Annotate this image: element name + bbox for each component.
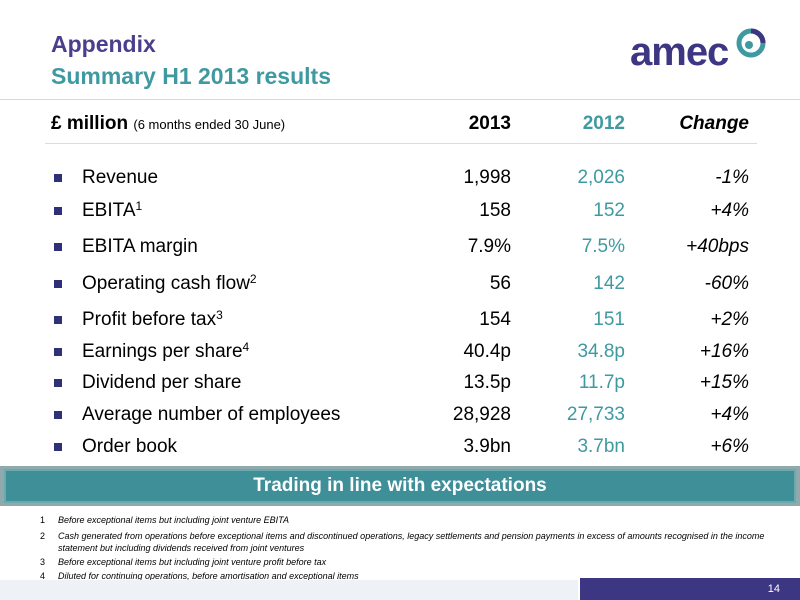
row-label: EBITA1	[82, 199, 143, 221]
value-2012: 151	[593, 309, 625, 330]
bullet-icon	[54, 443, 62, 451]
header-unit: £ million	[51, 113, 129, 134]
row-label: EBITA margin	[82, 236, 198, 257]
header-divider	[45, 143, 757, 144]
row-label: Earnings per share4	[82, 340, 250, 362]
row-label: Order book	[82, 436, 178, 457]
value-change: +4%	[710, 404, 749, 425]
value-2013: 28,928	[452, 404, 511, 425]
bullet-icon	[54, 174, 62, 182]
header-period: (6 months ended 30 June)	[133, 117, 286, 132]
value-change: +4%	[710, 200, 749, 221]
value-2013: 40.4p	[463, 341, 511, 362]
footer-bar	[0, 580, 578, 600]
row-label: Dividend per share	[82, 372, 242, 393]
value-change: +6%	[710, 436, 749, 457]
page-title-line2: Summary H1 2013 results	[51, 63, 331, 89]
header-2012: 2012	[582, 113, 625, 134]
logo-swirl-icon	[736, 28, 766, 58]
amec-logo: amec	[630, 26, 766, 76]
title-divider	[0, 99, 800, 100]
page-number: 14	[767, 583, 780, 595]
bullet-icon	[54, 411, 62, 419]
value-change: -1%	[715, 167, 749, 188]
footnote-number: 3	[40, 557, 46, 567]
value-2013: 7.9%	[467, 236, 511, 257]
value-change: +16%	[699, 341, 749, 362]
value-2013: 1,998	[463, 167, 511, 188]
footnote-number: 1	[40, 515, 46, 525]
header-label: £ million (6 months ended 30 June)	[51, 110, 285, 139]
value-change: -60%	[704, 273, 749, 294]
footnote-text: Cash generated from operations before ex…	[58, 531, 765, 553]
bullet-icon	[54, 379, 62, 387]
value-2012: 142	[593, 273, 625, 294]
footnote-number: 4	[40, 571, 46, 581]
bullet-icon	[54, 280, 62, 288]
bullet-icon	[54, 316, 62, 324]
value-change: +2%	[710, 309, 749, 330]
header-change: Change	[679, 113, 749, 134]
footnote-text: Diluted for continuing operations, befor…	[58, 571, 359, 581]
footer-page-box: 14	[580, 578, 800, 600]
value-2012: 2,026	[577, 167, 625, 188]
summary-banner: Trading in line with expectations	[0, 466, 800, 506]
table-row: EBITA1 158 152 +4%	[0, 197, 800, 227]
value-2012: 7.5%	[581, 236, 625, 257]
table-row: Operating cash flow2 56 142 -60%	[0, 270, 800, 300]
row-label: Average number of employees	[82, 404, 341, 425]
value-change: +15%	[699, 372, 749, 393]
value-2012: 34.8p	[577, 341, 625, 362]
logo-text: amec	[630, 30, 729, 74]
row-label: Operating cash flow2	[82, 272, 257, 294]
table-row: Earnings per share4 40.4p 34.8p +16%	[0, 338, 800, 368]
bullet-icon	[54, 243, 62, 251]
value-2012: 11.7p	[578, 372, 625, 393]
footnote-number: 2	[40, 531, 46, 541]
table-row: Revenue 1,998 2,026 -1%	[0, 164, 800, 194]
value-2012: 152	[593, 200, 625, 221]
table-row: EBITA margin 7.9% 7.5% +40bps	[0, 233, 800, 263]
row-label: Revenue	[82, 167, 159, 188]
table-row: Order book 3.9bn 3.7bn +6%	[0, 433, 800, 463]
table-row: Profit before tax3 154 151 +2%	[0, 306, 800, 336]
value-2013: 158	[479, 200, 511, 221]
table-row: Dividend per share 13.5p 11.7p +15%	[0, 369, 800, 399]
table-header: £ million (6 months ended 30 June) 2013 …	[0, 110, 800, 138]
bullet-icon	[54, 348, 62, 356]
value-2013: 3.9bn	[463, 436, 511, 457]
footnote-text: Before exceptional items but including j…	[58, 515, 289, 525]
footnote-text: Before exceptional items but including j…	[58, 557, 327, 567]
value-2013: 56	[489, 273, 511, 294]
table-row: Average number of employees 28,928 27,73…	[0, 401, 800, 431]
value-2012: 3.7bn	[577, 436, 625, 457]
value-change: +40bps	[686, 236, 749, 257]
bullet-icon	[54, 207, 62, 215]
value-2013: 154	[479, 309, 511, 330]
header-2013: 2013	[468, 113, 511, 134]
value-2012: 27,733	[566, 404, 625, 425]
summary-banner-inner: Trading in line with expectations	[4, 469, 796, 503]
summary-banner-text: Trading in line with expectations	[253, 475, 547, 496]
page-title-line1: Appendix	[51, 31, 156, 57]
row-label: Profit before tax3	[82, 308, 223, 330]
value-2013: 13.5p	[463, 372, 511, 393]
